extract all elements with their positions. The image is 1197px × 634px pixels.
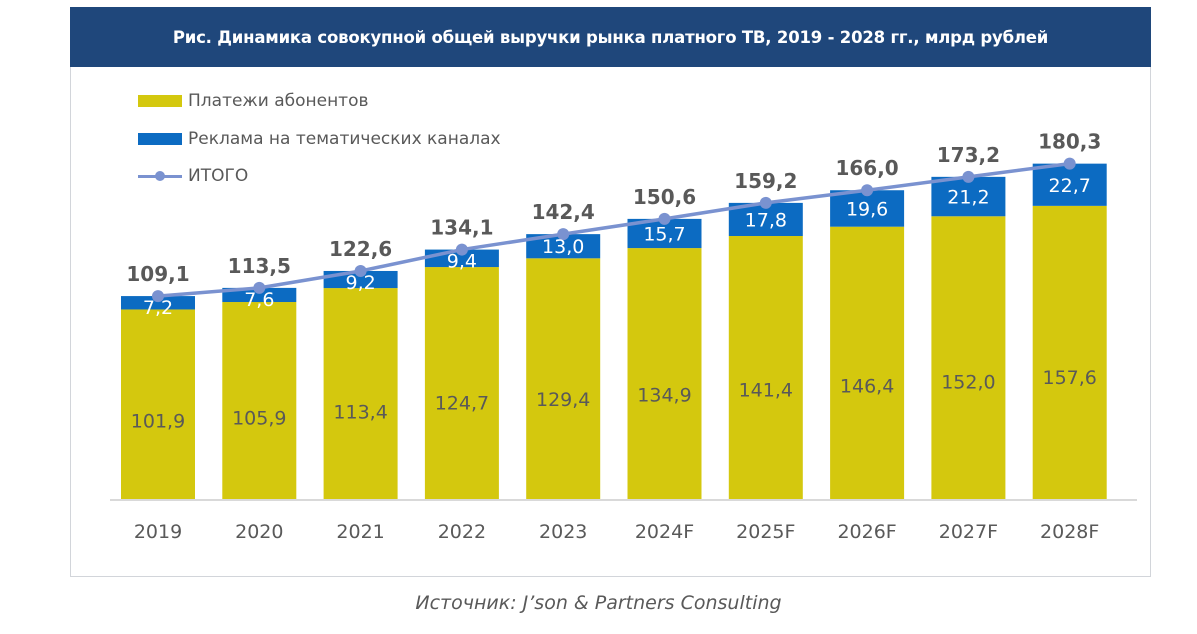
- data-label-subscribers: 113,4: [333, 401, 387, 423]
- data-label-subscribers: 101,9: [131, 410, 185, 432]
- x-tick-label: 2028F: [1040, 521, 1099, 543]
- data-label-total: 180,3: [1038, 130, 1101, 154]
- data-label-total: 173,2: [937, 143, 1000, 167]
- legend-line-total-icon: [138, 170, 182, 182]
- data-label-subscribers: 141,4: [739, 380, 793, 402]
- data-label-advertising: 19,6: [846, 198, 888, 220]
- bar-advertising: [830, 190, 905, 227]
- bar-subscribers: [627, 248, 702, 499]
- legend-swatch-advertising: [138, 133, 182, 145]
- source-note: Источник: J’son & Partners Consulting: [415, 592, 782, 614]
- data-label-total: 159,2: [734, 169, 797, 193]
- x-tick-label: 2025F: [736, 521, 795, 543]
- data-label-subscribers: 124,7: [435, 393, 489, 415]
- total-point: [354, 264, 367, 277]
- data-label-advertising: 21,2: [947, 187, 989, 209]
- data-label-subscribers: 129,4: [536, 389, 590, 411]
- total-point: [759, 196, 772, 209]
- data-label-total: 150,6: [633, 185, 696, 209]
- x-tick-label: 2026F: [837, 521, 896, 543]
- legend-label-total: ИТОГО: [188, 166, 249, 186]
- x-tick-label: 2023: [539, 521, 587, 543]
- bar-subscribers: [323, 288, 398, 499]
- bar-subscribers: [222, 302, 297, 499]
- data-label-total: 166,0: [835, 156, 898, 180]
- data-label-advertising: 7,6: [244, 289, 274, 311]
- labels-group: 101,9 7,2 109,1 2019 105,9 7,6 113,5 2020 113,4 9…: [126, 130, 1101, 543]
- bar-advertising: [931, 176, 1006, 217]
- bar-subscribers: [728, 235, 803, 499]
- total-point: [861, 184, 874, 197]
- bar-advertising: [121, 296, 195, 310]
- x-tick-label: 2019: [134, 521, 182, 543]
- bar-subscribers: [121, 309, 195, 499]
- bar-subscribers: [830, 226, 905, 500]
- bars-group: [121, 163, 1107, 500]
- data-label-advertising: 15,7: [643, 223, 685, 245]
- bar-subscribers: [931, 216, 1006, 499]
- data-label-subscribers: 105,9: [232, 407, 286, 429]
- total-point: [152, 290, 164, 303]
- legend-swatch-subscribers: [138, 95, 182, 107]
- total-point: [1063, 157, 1076, 170]
- bar-advertising: [1032, 163, 1107, 206]
- total-line-group: [152, 157, 1076, 303]
- x-tick-label: 2024F: [635, 521, 694, 543]
- data-label-advertising: 7,2: [143, 297, 173, 319]
- x-tick-label: 2027F: [939, 521, 998, 543]
- legend-item-total: ИТОГО: [138, 164, 248, 188]
- chart-title: Рис. Динамика совокупной общей выручки р…: [70, 7, 1151, 67]
- legend-label-subscribers: Платежи абонентов: [188, 91, 369, 111]
- bar-subscribers: [424, 267, 499, 499]
- data-label-total: 113,5: [228, 254, 291, 278]
- data-label-advertising: 13,0: [542, 236, 584, 258]
- x-tick-label: 2020: [235, 521, 283, 543]
- data-label-total: 109,1: [126, 262, 189, 286]
- data-label-advertising: 9,4: [447, 251, 477, 273]
- total-point: [557, 228, 570, 241]
- data-label-total: 142,4: [532, 200, 595, 224]
- x-tick-label: 2021: [336, 521, 384, 543]
- data-label-total: 122,6: [329, 237, 392, 261]
- legend-label-advertising: Реклама на тематических каналах: [188, 129, 501, 149]
- bar-subscribers: [1032, 205, 1107, 499]
- bar-advertising: [222, 287, 297, 303]
- data-label-advertising: 9,2: [345, 272, 375, 294]
- data-label-advertising: 17,8: [745, 209, 787, 231]
- total-point: [658, 212, 671, 225]
- data-label-subscribers: 152,0: [941, 371, 995, 393]
- legend-item-subscribers: Платежи абонентов: [138, 89, 369, 113]
- data-label-subscribers: 146,4: [840, 376, 894, 398]
- total-line: [157, 161, 1070, 298]
- data-label-advertising: 22,7: [1049, 175, 1091, 197]
- data-label-subscribers: 134,9: [637, 385, 691, 407]
- x-tick-label: 2022: [438, 521, 486, 543]
- total-point: [962, 170, 975, 183]
- bar-subscribers: [526, 258, 601, 499]
- legend-item-advertising: Реклама на тематических каналах: [138, 127, 501, 151]
- total-point: [455, 243, 468, 256]
- data-label-subscribers: 157,6: [1042, 367, 1096, 389]
- total-point: [253, 281, 266, 294]
- data-label-total: 134,1: [430, 216, 493, 240]
